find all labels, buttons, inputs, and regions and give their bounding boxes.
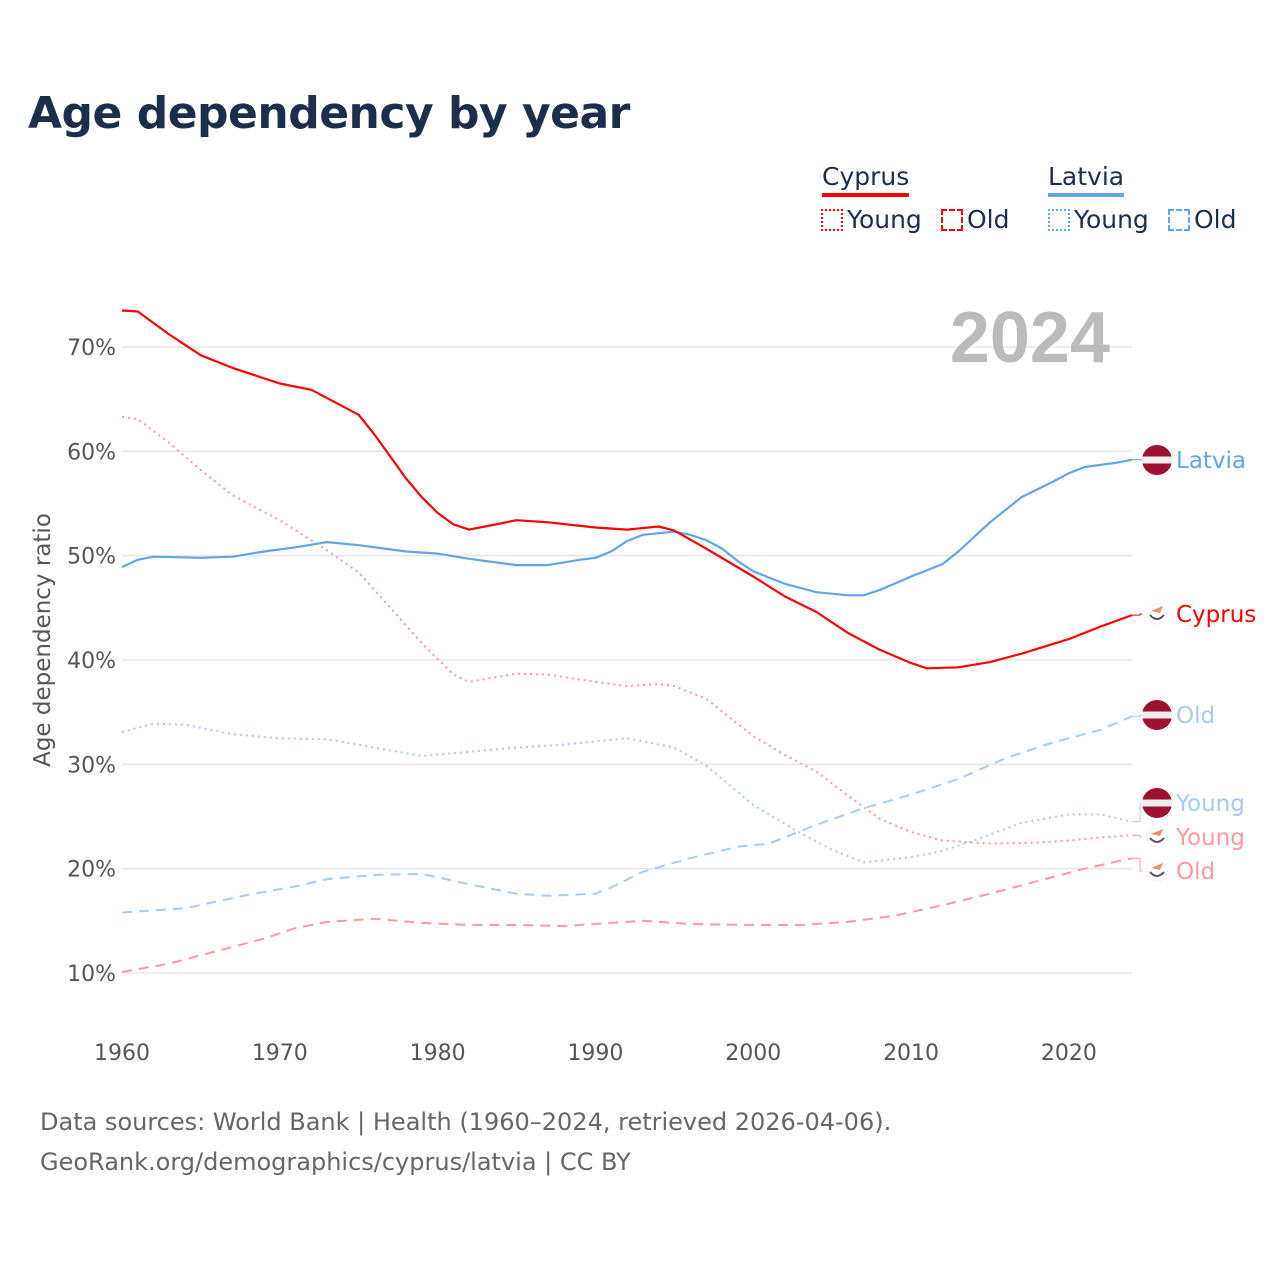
x-tick-label: 1970 <box>252 1041 308 1066</box>
series-line-latvia-old <box>121 715 1133 914</box>
series-line-latvia <box>121 458 1133 597</box>
end-label: Young <box>1175 791 1245 817</box>
flag-stripe <box>1142 711 1172 719</box>
flag-branches <box>1149 614 1165 620</box>
y-tick-label: 70% <box>67 336 116 361</box>
x-tick-label: 1980 <box>410 1041 466 1066</box>
y-axis-label: Age dependency ratio <box>30 513 56 767</box>
chart-title: Age dependency by year <box>28 88 630 139</box>
legend-cyprus-old[interactable]: Old <box>941 205 1010 234</box>
label-connector <box>1132 802 1142 823</box>
latvia-flag-icon <box>1142 445 1172 475</box>
legend-latvia[interactable]: Latvia <box>1048 162 1125 197</box>
legend-cyprus-young[interactable]: Young <box>821 205 922 234</box>
dotted-swatch-icon <box>821 208 843 231</box>
legend-label: Young <box>1074 205 1149 234</box>
series-line-latvia-young <box>121 722 1133 864</box>
label-connector <box>1132 613 1142 616</box>
flag-stripe <box>1142 456 1172 464</box>
flag-circle <box>1146 860 1168 882</box>
footer-link[interactable]: GeoRank.org/demographics/cyprus/latvia |… <box>40 1148 631 1176</box>
dotted-swatch-icon <box>1048 208 1070 231</box>
flag-branches <box>1149 871 1165 877</box>
legend-label: Old <box>967 205 1010 234</box>
flag-island <box>1151 829 1163 836</box>
flag-circle <box>1146 603 1168 625</box>
series-line-cyprus-young <box>121 415 1133 845</box>
latvia-flag-icon <box>1142 700 1172 730</box>
label-connector <box>1132 714 1142 717</box>
x-tick-label: 1990 <box>567 1041 623 1066</box>
flag-island <box>1151 863 1163 870</box>
cyprus-flag-icon <box>1146 826 1168 848</box>
end-label: Latvia <box>1176 448 1246 474</box>
flag-stripe <box>1142 799 1172 807</box>
year-watermark: 2024 <box>950 298 1110 378</box>
y-tick-label: 50% <box>67 545 116 570</box>
y-tick-label: 40% <box>67 649 116 674</box>
dashed-swatch-icon <box>941 208 963 231</box>
legend-latvia-young[interactable]: Young <box>1048 205 1149 234</box>
cyprus-flag-icon <box>1146 603 1168 625</box>
flag-circle <box>1146 826 1168 848</box>
legend-label: Young <box>847 205 922 234</box>
latvia-flag-icon <box>1142 788 1172 818</box>
legend-latvia-old[interactable]: Old <box>1168 205 1237 234</box>
cyprus-flag-icon <box>1146 860 1168 882</box>
x-tick-label: 2000 <box>725 1041 781 1066</box>
y-tick-label: 20% <box>67 858 116 883</box>
end-label: Old <box>1176 703 1215 729</box>
flag-island <box>1151 606 1163 613</box>
y-tick-label: 30% <box>67 753 116 778</box>
legend-label: Old <box>1194 205 1237 234</box>
x-tick-label: 2020 <box>1041 1041 1097 1066</box>
series-line-cyprus <box>121 309 1133 670</box>
legend-cyprus[interactable]: Cyprus <box>822 162 910 197</box>
label-connector <box>1132 857 1142 872</box>
label-connector <box>1132 834 1142 838</box>
flag-branches <box>1149 837 1165 843</box>
end-label: Old <box>1176 859 1215 885</box>
end-label: Cyprus <box>1176 602 1256 628</box>
y-tick-label: 60% <box>67 440 116 465</box>
dashed-swatch-icon <box>1168 208 1190 231</box>
footer-source: Data sources: World Bank | Health (1960–… <box>40 1108 892 1136</box>
end-label: Young <box>1175 825 1245 851</box>
series-line-cyprus-old <box>121 857 1133 973</box>
x-tick-label: 2010 <box>883 1041 939 1066</box>
y-tick-label: 10% <box>67 962 116 987</box>
x-tick-label: 1960 <box>94 1041 150 1066</box>
